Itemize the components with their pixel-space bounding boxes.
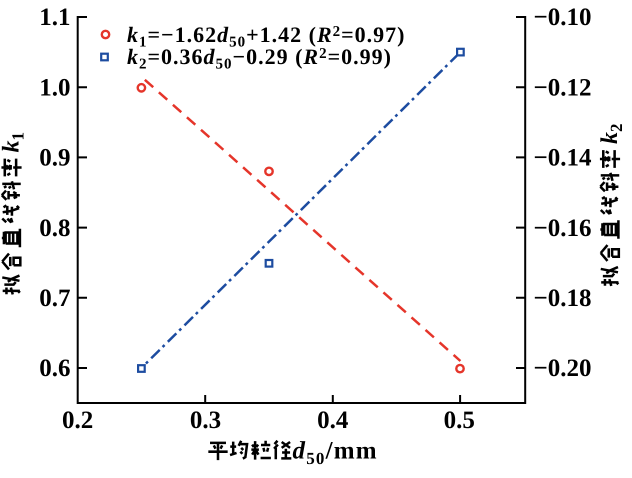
svg-text:−0.20: −0.20 xyxy=(534,355,592,382)
svg-text:−0.16: −0.16 xyxy=(534,215,592,242)
svg-text:0.5: 0.5 xyxy=(444,407,475,434)
svg-text:0.6: 0.6 xyxy=(39,355,70,382)
svg-text:d50/mm: d50/mm xyxy=(293,438,378,469)
svg-text:0.7: 0.7 xyxy=(39,285,70,312)
svg-text:−0.12: −0.12 xyxy=(534,74,592,101)
svg-text:0.4: 0.4 xyxy=(317,407,349,434)
svg-text:k2=0.36d50−0.29 (R2=0.99): k2=0.36d50−0.29 (R2=0.99) xyxy=(127,44,392,73)
svg-text:0.9: 0.9 xyxy=(39,145,70,172)
svg-text:−0.18: −0.18 xyxy=(534,285,592,312)
svg-text:−0.10: −0.10 xyxy=(534,4,592,31)
svg-text:0.3: 0.3 xyxy=(190,407,221,434)
svg-text:1.0: 1.0 xyxy=(39,74,70,101)
svg-text:0.8: 0.8 xyxy=(39,215,70,242)
svg-text:k2: k2 xyxy=(597,124,626,145)
svg-text:1.1: 1.1 xyxy=(39,4,70,31)
svg-text:0.2: 0.2 xyxy=(62,407,93,434)
svg-text:k1: k1 xyxy=(0,132,28,153)
svg-text:k1=−1.62d50+1.42 (R2=0.97): k1=−1.62d50+1.42 (R2=0.97) xyxy=(127,22,406,51)
svg-text:−0.14: −0.14 xyxy=(534,145,592,172)
